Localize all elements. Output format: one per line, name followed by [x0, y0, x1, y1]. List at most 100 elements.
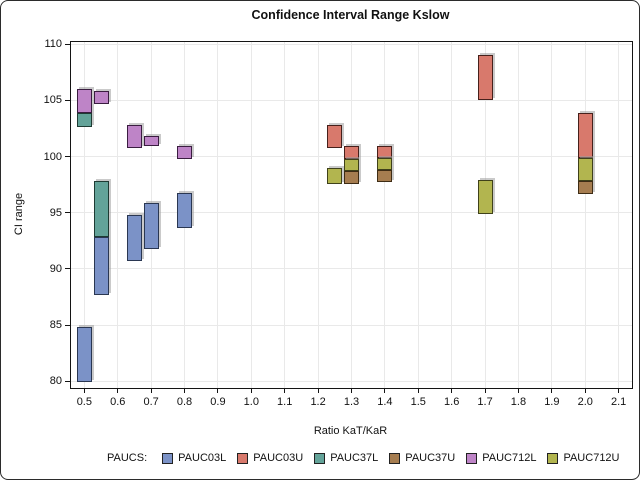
y-tick-mark: [65, 380, 70, 382]
x-tick-label: 1.1: [277, 396, 293, 408]
ci-bar-PAUC712L: [76, 89, 92, 113]
legend-swatch-icon: [237, 452, 249, 464]
x-gridline: [217, 42, 219, 388]
ci-bar-PAUC37U: [344, 171, 359, 184]
ci-bar-PAUC712L: [126, 125, 142, 148]
y-tick-label: 105: [43, 94, 62, 107]
x-tick-mark: [284, 389, 286, 393]
y-gridline: [71, 324, 632, 326]
legend-entry-label: PAUC712L: [482, 452, 537, 464]
ci-bar-PAUC712U: [344, 158, 359, 172]
x-gridline: [317, 42, 319, 388]
ci-bar-PAUC37U: [577, 181, 593, 194]
x-tick-mark: [584, 389, 586, 393]
legend-swatch-icon: [389, 452, 401, 464]
ci-bar-PAUC712U: [577, 157, 593, 182]
ci-bar-PAUC03U: [327, 125, 343, 148]
ci-bar-PAUC03L: [177, 192, 193, 229]
x-gridline: [551, 42, 553, 388]
y-tick-mark: [65, 268, 70, 270]
ci-bar-PAUC03L: [93, 237, 109, 295]
x-tick-mark: [250, 389, 252, 393]
x-tick-label: 1.9: [544, 396, 560, 408]
legend-entry-PAUC712L: PAUC712L: [466, 452, 536, 464]
y-tick-label: 100: [43, 150, 62, 163]
x-gridline: [384, 42, 386, 388]
x-gridline: [417, 42, 419, 388]
x-gridline: [584, 42, 586, 388]
ci-bar-PAUC03L: [76, 327, 92, 383]
x-tick-label: 1.2: [310, 396, 326, 408]
legend-swatch-icon: [466, 452, 478, 464]
legend-entry-PAUC712U: PAUC712U: [547, 452, 620, 464]
ci-bar-PAUC03U: [577, 112, 593, 158]
legend-entry-label: PAUC712U: [563, 452, 620, 464]
ci-bar-PAUC37L: [93, 181, 109, 238]
x-tick-label: 0.7: [143, 396, 159, 408]
legend-swatch-icon: [162, 452, 174, 464]
x-tick-mark: [217, 389, 219, 393]
x-gridline: [250, 42, 252, 388]
y-tick-label: 80: [49, 375, 62, 388]
legend-swatch-icon: [547, 452, 559, 464]
x-tick-mark: [317, 389, 319, 393]
x-gridline: [517, 42, 519, 388]
y-gridline: [71, 268, 632, 270]
ci-bar-PAUC712L: [177, 146, 193, 159]
x-tick-label: 1.6: [444, 396, 460, 408]
y-tick-label: 90: [49, 262, 62, 275]
x-tick-mark: [451, 389, 453, 393]
y-gridline: [71, 212, 632, 214]
x-axis-title: Ratio KaT/KaR: [313, 425, 388, 437]
x-tick-label: 1.3: [343, 396, 360, 408]
legend-entry-PAUC37L: PAUC37L: [314, 452, 378, 464]
x-tick-label: 2.0: [577, 396, 593, 408]
x-tick-label: 1.0: [243, 396, 259, 408]
x-gridline: [83, 42, 85, 388]
legend-entry-PAUC03U: PAUC03U: [237, 452, 303, 464]
x-tick-label: 0.8: [176, 396, 193, 408]
ci-bar-PAUC712L: [93, 91, 109, 104]
y-tick-mark: [65, 156, 70, 158]
chart-title: Confidence Interval Range Kslow: [251, 8, 450, 22]
x-gridline: [284, 42, 286, 388]
legend-entry-PAUC03L: PAUC03L: [162, 452, 226, 464]
x-tick-mark: [551, 389, 553, 393]
x-tick-label: 0.5: [76, 396, 92, 408]
ci-bar-PAUC03U: [477, 55, 493, 101]
ci-bar-PAUC03U: [344, 146, 359, 159]
legend-title: PAUCS:: [107, 452, 148, 464]
x-tick-mark: [117, 389, 119, 393]
x-tick-label: 0.9: [210, 396, 226, 408]
x-gridline: [484, 42, 486, 388]
x-tick-mark: [384, 389, 386, 393]
ci-bar-PAUC712U: [377, 157, 393, 171]
ci-bar-PAUC712U: [477, 180, 493, 214]
legend-entry-label: PAUC37L: [330, 452, 379, 464]
x-tick-mark: [484, 389, 486, 393]
x-tick-label: 2.1: [610, 396, 627, 408]
x-tick-mark: [184, 389, 186, 393]
ci-bar-PAUC712U: [327, 167, 343, 184]
x-tick-mark: [83, 389, 85, 393]
x-gridline: [618, 42, 620, 388]
legend-entry-label: PAUC03U: [253, 452, 304, 464]
y-gridline: [71, 99, 632, 101]
x-tick-label: 0.6: [110, 396, 126, 408]
ci-bar-PAUC03L: [126, 215, 142, 262]
x-tick-mark: [150, 389, 152, 393]
ci-bar-PAUC712L: [143, 136, 159, 147]
x-gridline: [451, 42, 453, 388]
x-tick-label: 1.8: [510, 396, 527, 408]
x-tick-mark: [517, 389, 519, 393]
legend-swatch-icon: [314, 452, 326, 464]
ci-bar-PAUC03U: [377, 146, 393, 158]
legend-entry-label: PAUC03L: [178, 452, 227, 464]
ci-bar-PAUC03L: [143, 202, 159, 249]
y-tick-mark: [65, 43, 70, 45]
x-gridline: [351, 42, 352, 388]
y-tick-mark: [65, 99, 70, 101]
x-gridline: [117, 42, 119, 388]
x-tick-label: 1.4: [377, 396, 393, 408]
